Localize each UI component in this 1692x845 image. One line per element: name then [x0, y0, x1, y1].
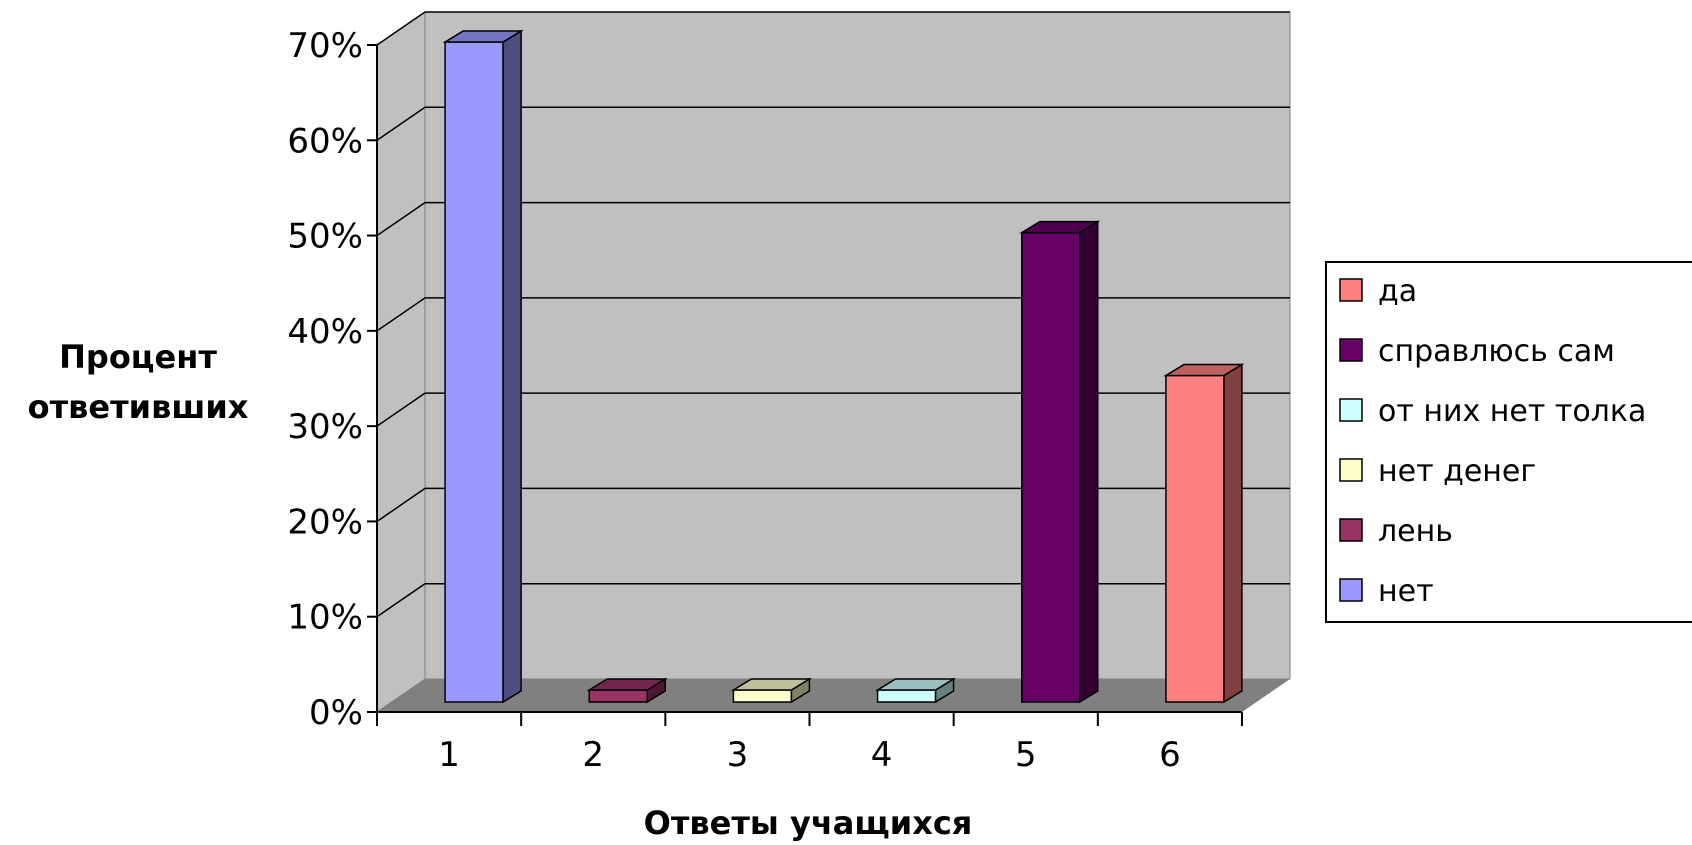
x-tick-label: 1	[438, 735, 460, 775]
bar	[442, 29, 524, 704]
axes	[367, 44, 1243, 726]
bar-front	[732, 689, 793, 703]
y-tick-label: 0%	[309, 693, 363, 733]
legend-swatch	[1339, 518, 1363, 542]
legend-swatch	[1339, 458, 1363, 482]
legend-swatch	[1339, 338, 1363, 362]
x-tick-label: 5	[1015, 735, 1037, 775]
gridline-side	[376, 11, 426, 46]
legend-label: справлюсь сам	[1378, 334, 1615, 369]
bar-front	[444, 41, 504, 703]
bar	[730, 677, 813, 704]
bars	[442, 29, 1245, 704]
bar-front	[588, 689, 648, 703]
y-tick-labels: 0% 10% 20% 30% 40% 50% 60% 70%	[287, 26, 363, 733]
y-tick-label: 10%	[287, 598, 363, 638]
x-tick-label: 6	[1159, 735, 1181, 775]
legend-swatch	[1339, 578, 1363, 602]
gridlines	[376, 11, 1290, 618]
gridline-side	[376, 201, 426, 237]
bar-top	[874, 678, 957, 691]
legend-label: от них нет толка	[1378, 394, 1646, 429]
bar	[874, 677, 957, 704]
bar-top	[730, 678, 813, 691]
x-tick-label: 4	[871, 735, 893, 775]
bar-front	[876, 689, 937, 703]
y-tick-label: 60%	[287, 121, 363, 161]
gridline-side	[376, 392, 426, 427]
bar-side	[1223, 363, 1243, 704]
bar-top	[442, 30, 524, 43]
y-tick-label: 70%	[287, 26, 363, 66]
x-tick-label: 2	[582, 735, 604, 775]
y-axis-title-line-1: Процент	[59, 338, 217, 376]
bar	[1019, 220, 1101, 704]
bar-top	[586, 678, 668, 691]
bar-top	[1163, 363, 1245, 377]
gridline-side	[376, 487, 426, 523]
bar-front	[1021, 231, 1081, 703]
gridline-side	[376, 106, 426, 141]
chart-side-wall	[376, 11, 426, 713]
y-tick-label: 30%	[287, 407, 363, 447]
bar-top	[1019, 220, 1101, 234]
x-tick-labels: 1 2 3 4 5 6	[438, 735, 1180, 775]
legend-swatch	[1339, 398, 1363, 422]
legend-swatch	[1339, 278, 1363, 302]
legend: да справлюсь сам от них нет толка нет денег…	[1325, 261, 1692, 623]
legend-box	[1325, 261, 1692, 623]
legend-label: нет	[1378, 574, 1434, 609]
gridline-side	[376, 583, 426, 618]
y-tick-label: 20%	[287, 502, 363, 542]
gridline-side	[376, 297, 426, 332]
bar	[586, 677, 668, 704]
legend-label: да	[1378, 274, 1417, 309]
chart-back-wall	[424, 11, 1291, 680]
x-axis-title: Ответы учащихся	[644, 804, 973, 842]
legend-label: лень	[1378, 514, 1453, 549]
bar-side	[502, 29, 522, 704]
x-tick-label: 3	[727, 735, 749, 775]
legend-label: нет денег	[1378, 454, 1536, 489]
y-axis-title-line-2: ответивших	[28, 388, 249, 426]
y-tick-label: 50%	[287, 217, 363, 257]
y-tick-label: 40%	[287, 312, 363, 352]
bar-front	[1165, 374, 1225, 703]
bar	[1163, 363, 1245, 704]
bar-side	[1079, 220, 1099, 704]
